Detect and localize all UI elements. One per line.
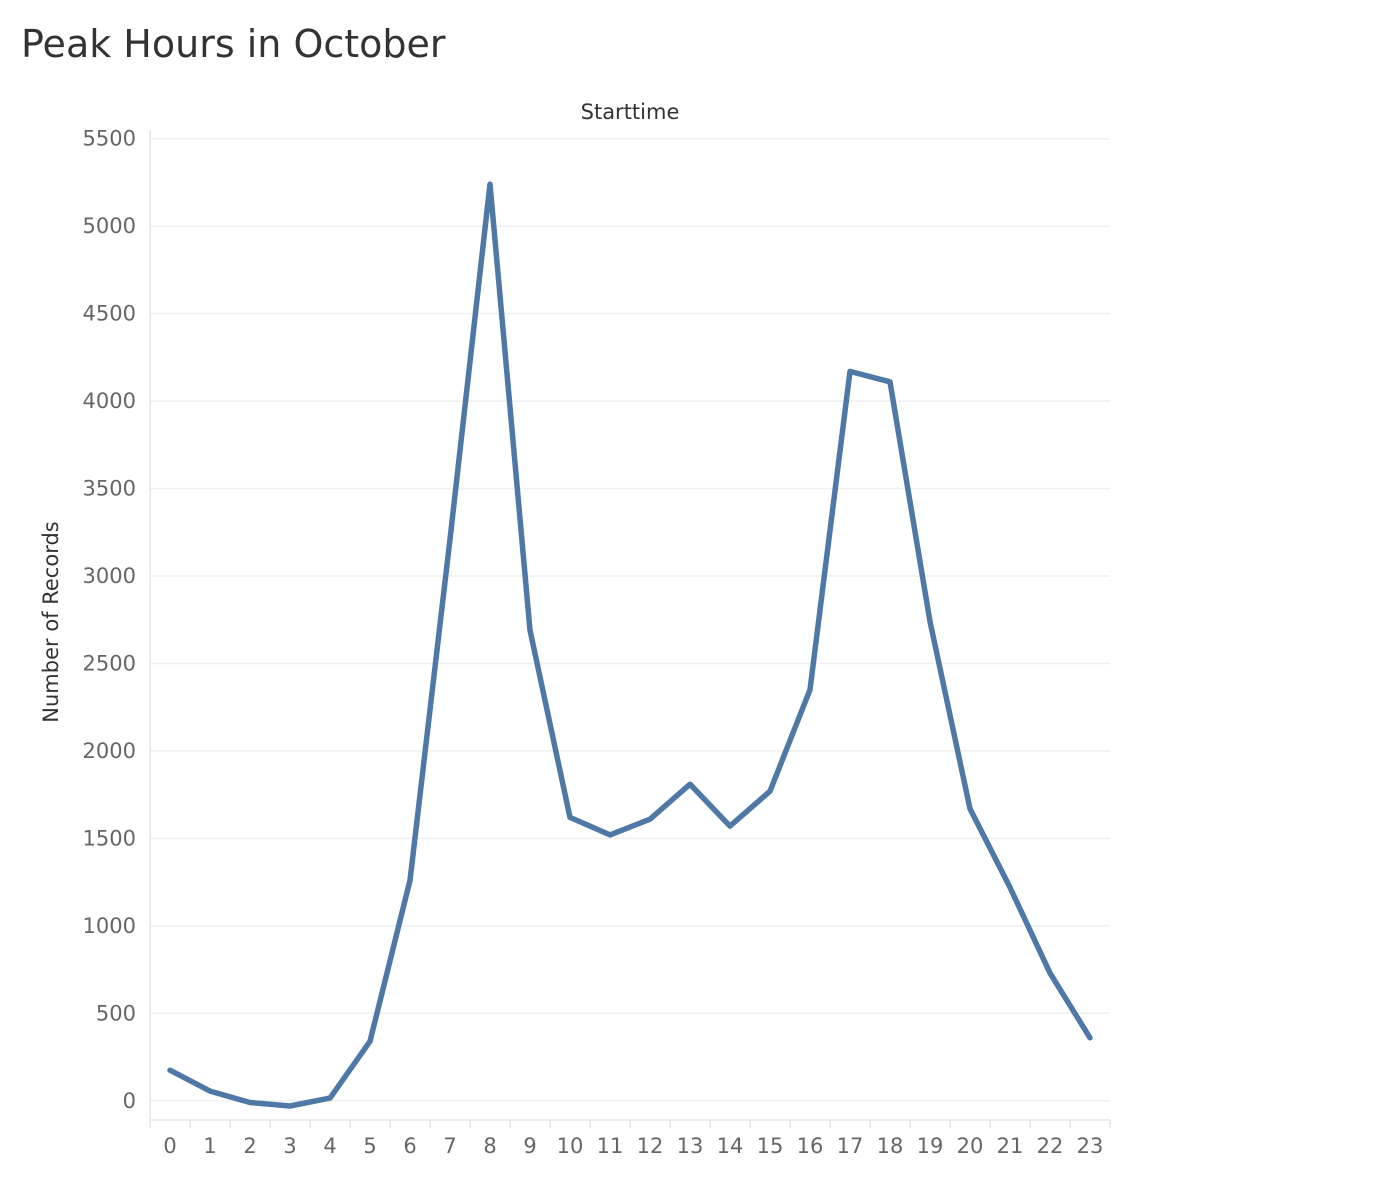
y-tick-label: 0 (123, 1089, 136, 1113)
chart-title: Peak Hours in October (21, 22, 446, 66)
x-tick-label: 15 (757, 1134, 784, 1158)
x-tick-label: 21 (997, 1134, 1024, 1158)
x-tick-label: 3 (283, 1134, 296, 1158)
y-tick-label: 4000 (83, 389, 136, 413)
x-axis-ticks: 0 1 2 3 4 5 6 7 8 9 10 11 12 13 14 15 16 17 18 19 20 21 22 23 (163, 1134, 1103, 1158)
y-tick-label: 2500 (83, 651, 136, 675)
x-tick-label: 11 (597, 1134, 624, 1158)
y-axis-title: Number of Records (39, 521, 63, 722)
x-tick-label: 10 (557, 1134, 584, 1158)
x-tick-label: 12 (637, 1134, 664, 1158)
y-tick-label: 3000 (83, 564, 136, 588)
x-tick-label: 0 (163, 1134, 176, 1158)
axes (149, 130, 1111, 1128)
y-tick-label: 1500 (83, 826, 136, 850)
x-tick-label: 9 (523, 1134, 536, 1158)
y-tick-label: 1000 (83, 914, 136, 938)
x-tick-label: 5 (363, 1134, 376, 1158)
x-tick-label: 1 (203, 1134, 216, 1158)
y-tick-label: 5500 (83, 127, 136, 151)
x-tick-label: 23 (1077, 1134, 1104, 1158)
x-tick-label: 6 (403, 1134, 416, 1158)
x-tick-label: 16 (797, 1134, 824, 1158)
x-tick-label: 14 (717, 1134, 744, 1158)
x-axis-header: Starttime (581, 100, 680, 124)
series (167, 181, 1093, 1109)
x-tick-label: 18 (877, 1134, 904, 1158)
x-tick-label: 22 (1037, 1134, 1064, 1158)
gridlines (150, 137, 1110, 1102)
x-tick-label: 8 (483, 1134, 496, 1158)
series-line (167, 181, 1093, 1109)
y-tick-label: 4500 (83, 302, 136, 326)
y-tick-label: 5000 (83, 214, 136, 238)
y-tick-label: 3500 (83, 477, 136, 501)
x-tick-label: 2 (243, 1134, 256, 1158)
y-tick-label: 2000 (83, 739, 136, 763)
x-tick-label: 4 (323, 1134, 336, 1158)
x-tick-label: 20 (957, 1134, 984, 1158)
x-tick-label: 19 (917, 1134, 944, 1158)
y-tick-label: 500 (96, 1001, 136, 1025)
x-tick-label: 13 (677, 1134, 704, 1158)
x-tick-label: 17 (837, 1134, 864, 1158)
y-axis-ticks: 0 500 1000 1500 2000 2500 3000 3500 4000 4500 5000… (83, 127, 136, 1113)
x-tick-label: 7 (443, 1134, 456, 1158)
